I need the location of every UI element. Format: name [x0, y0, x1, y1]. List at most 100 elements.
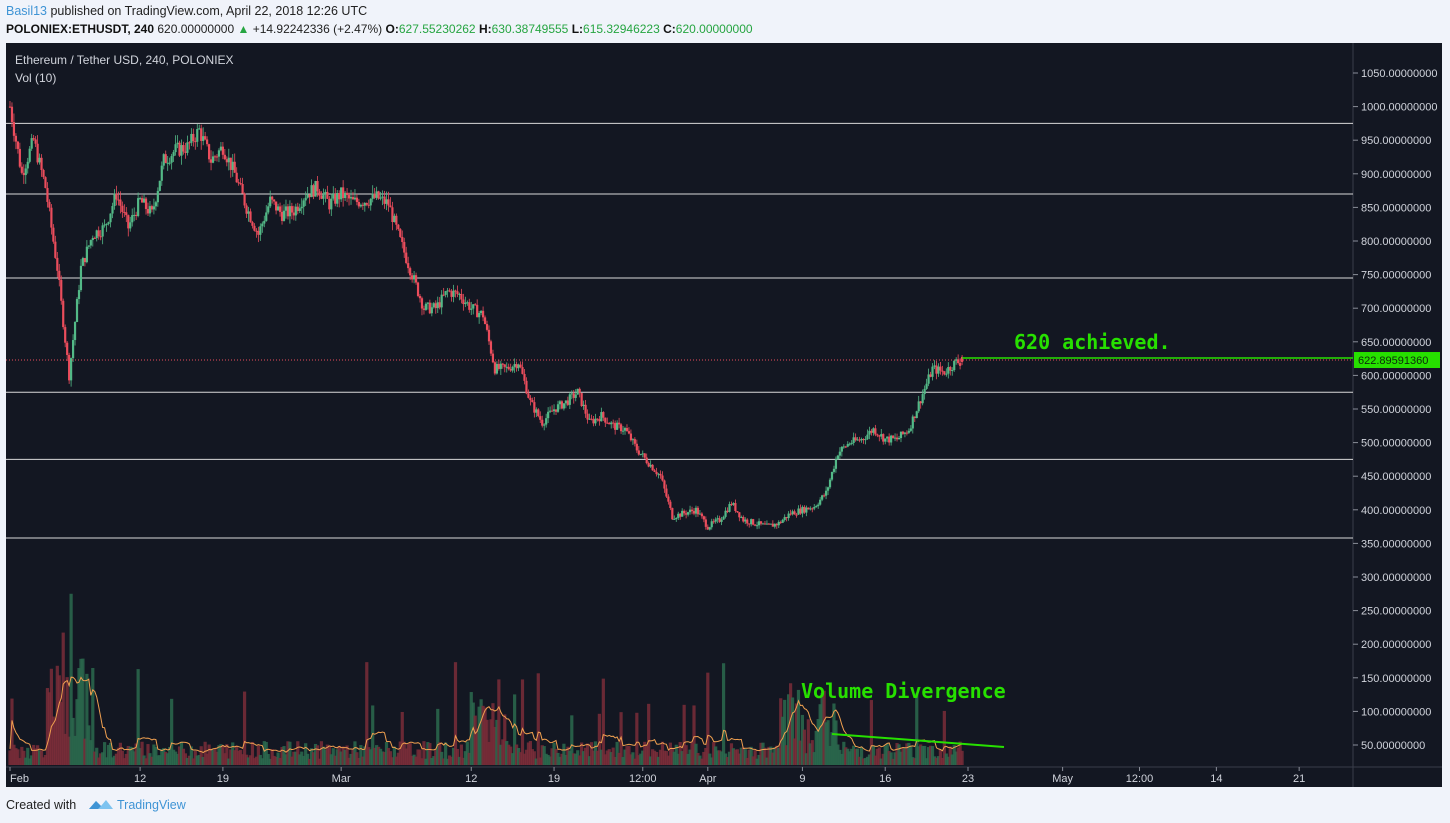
created-with-text: Created with — [6, 798, 77, 812]
candle-body — [320, 195, 323, 199]
candle-body — [318, 191, 321, 196]
volume-bar — [867, 754, 872, 765]
volume-bar — [382, 751, 387, 765]
candle-body — [905, 432, 908, 434]
y-tick-label: 1000.00000000 — [1361, 102, 1437, 114]
volume-bar — [913, 758, 917, 765]
volume-bar — [516, 747, 521, 765]
volume-bar — [591, 750, 596, 765]
candle-body — [783, 517, 786, 520]
candle-body — [454, 290, 457, 292]
volume-bar — [905, 743, 909, 765]
volume-bar — [609, 752, 613, 765]
volume-bar — [938, 749, 943, 765]
volume-bar — [749, 746, 753, 765]
volume-bar — [319, 741, 324, 765]
volume-bar — [897, 744, 901, 765]
volume-bar — [213, 748, 217, 765]
chart-area[interactable]: 1050.00000000 1000.00000000 950.00000000 90… — [6, 43, 1442, 787]
volume-bar — [706, 672, 710, 765]
candle-body — [604, 417, 607, 423]
volume-bar — [785, 745, 789, 765]
price-chart[interactable]: 1050.000000001000.00000000950.0000000090… — [6, 43, 1442, 787]
volume-bar — [585, 743, 590, 765]
volume-bar — [77, 668, 81, 765]
volume-bar — [164, 751, 168, 765]
candle-body — [742, 516, 745, 522]
candle-body — [146, 208, 150, 214]
candle-body — [403, 242, 406, 253]
candle-body — [416, 282, 420, 296]
volume-bar — [923, 745, 927, 765]
volume-bar — [611, 747, 615, 765]
volume-bar — [199, 746, 203, 765]
candle-body — [840, 446, 843, 452]
candle-body — [732, 503, 735, 505]
candle-body — [714, 519, 717, 522]
candle-body — [363, 202, 366, 206]
header-bar: Basil13 published on TradingView.com, Ap… — [0, 0, 1450, 42]
candle-body — [18, 148, 21, 167]
volume-bar — [432, 756, 436, 765]
candle-body — [698, 513, 702, 515]
candle-body — [129, 222, 132, 229]
volume-bar — [930, 746, 935, 765]
volume-bar — [607, 749, 611, 765]
candle-body — [196, 128, 199, 142]
candle-body — [562, 403, 566, 409]
candle-body — [328, 198, 331, 210]
volume-bar — [747, 749, 751, 765]
volume-bar — [759, 742, 763, 765]
y-tick-label: 900.00000000 — [1361, 169, 1431, 181]
candle-body — [207, 144, 211, 160]
volume-bar — [538, 757, 542, 765]
volume-bar — [347, 757, 351, 765]
candle-body — [489, 341, 493, 354]
candle-body — [633, 439, 636, 444]
candle-body — [466, 302, 469, 304]
volume-bar — [761, 742, 765, 765]
volume-bar — [116, 747, 121, 765]
candle-body — [854, 437, 857, 441]
volume-bar — [733, 749, 737, 765]
candle-body — [292, 212, 295, 216]
volume-bar — [28, 758, 32, 765]
candle-body — [253, 225, 256, 231]
volume-bar — [20, 746, 24, 765]
candle-body — [911, 416, 914, 429]
volume-bar — [235, 745, 239, 765]
candle-body — [511, 366, 514, 371]
volume-bar — [499, 744, 503, 765]
candle-body — [570, 393, 573, 395]
volume-bar — [495, 719, 499, 765]
candle-body — [765, 523, 769, 525]
candle-body — [824, 490, 828, 496]
candle-body — [302, 200, 305, 207]
tradingview-link[interactable]: TradingView — [117, 798, 186, 812]
candle-body — [20, 166, 23, 173]
volume-bar — [14, 748, 18, 765]
chart-legend-title: Ethereum / Tether USD, 240, POLONIEX — [15, 53, 234, 67]
candle-body — [554, 409, 558, 412]
volume-bar — [32, 744, 36, 765]
candle-body — [838, 451, 841, 456]
volume-bar — [946, 756, 950, 765]
y-tick-label: 350.00000000 — [1361, 538, 1431, 550]
volume-bar — [124, 753, 128, 765]
candle-body — [430, 307, 433, 314]
author-link[interactable]: Basil13 — [6, 4, 47, 18]
candle-body — [596, 418, 599, 420]
volume-bar — [335, 749, 339, 765]
volume-bar — [10, 698, 14, 765]
candle-body — [440, 294, 443, 308]
candle-body — [26, 161, 29, 169]
candle-body — [677, 513, 680, 518]
volume-bar — [170, 698, 174, 765]
candle-body — [460, 293, 463, 300]
volume-bar — [384, 741, 389, 765]
candle-body — [314, 181, 317, 197]
volume-bar — [166, 753, 170, 765]
volume-bar — [842, 741, 846, 765]
candle-body — [322, 194, 325, 199]
candle-body — [401, 236, 404, 243]
